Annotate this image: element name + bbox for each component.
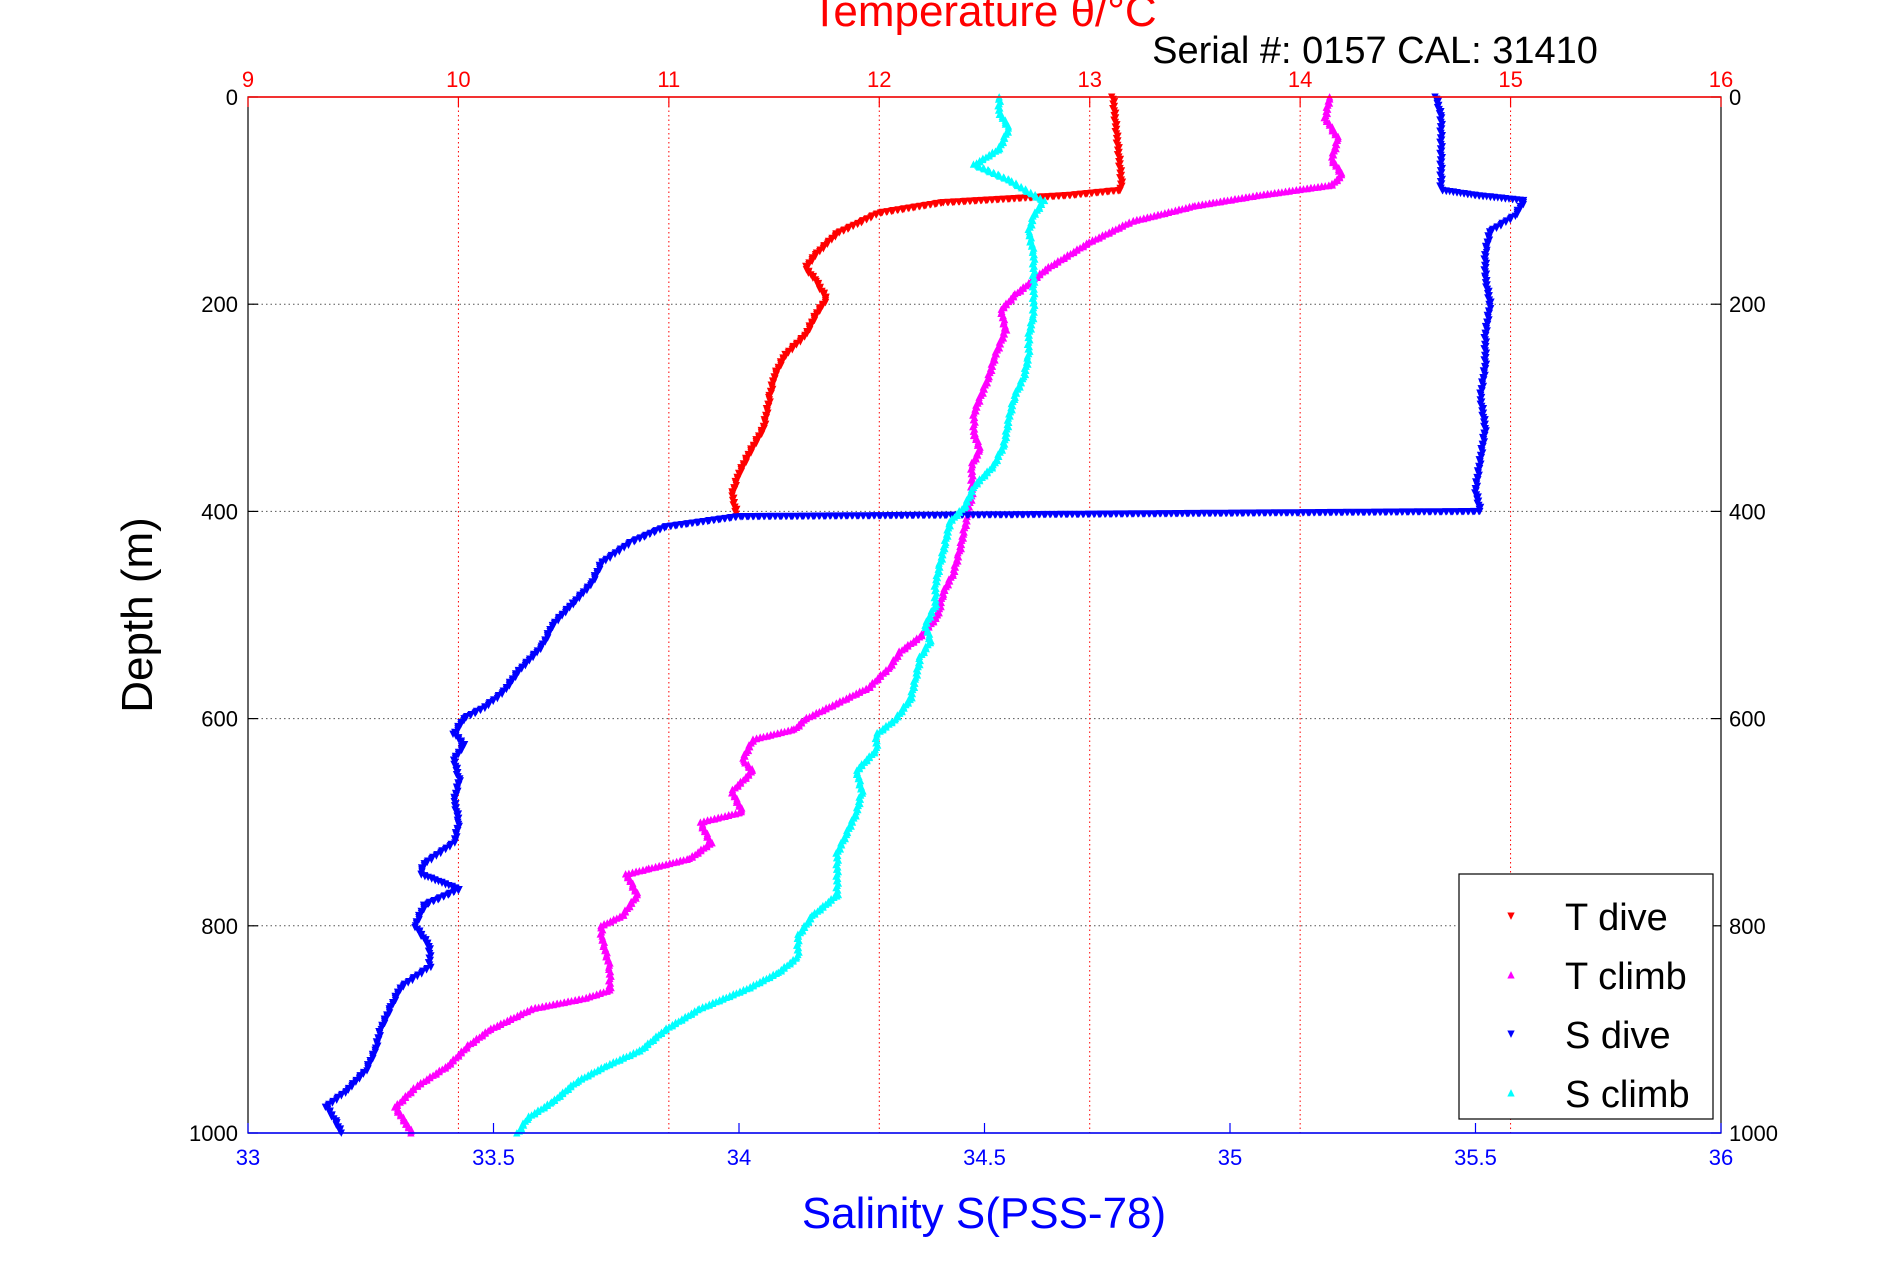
y-tick-label-right-4: 800 xyxy=(1729,914,1766,939)
x-top-tick-label-4: 13 xyxy=(1077,67,1101,92)
legend-label-3: S climb xyxy=(1565,1074,1690,1116)
legend-box xyxy=(1458,873,1714,1120)
x-top-tick-label-2: 11 xyxy=(657,67,680,92)
x-bottom-tick-label-1: 33.5 xyxy=(472,1145,515,1170)
y-tick-label-right-1: 200 xyxy=(1729,292,1766,317)
axes: 0 0 200 200 400 400 600 600 800 800 1000 1000 9 10 11 1… xyxy=(189,67,1778,1170)
chart-title: Temperature θ/°C xyxy=(811,0,1156,36)
y-tick-label-left-1: 200 xyxy=(201,292,238,317)
legend-label-1: T climb xyxy=(1565,956,1687,998)
x-bottom-tick-label-3: 34.5 xyxy=(963,1145,1006,1170)
y-tick-label-left-5: 1000 xyxy=(189,1121,238,1146)
series-t-climb xyxy=(391,93,1346,1137)
chart-subtitle: Serial #: 0157 CAL: 31410 xyxy=(1152,30,1598,72)
series-markers-1 xyxy=(391,93,1346,1137)
x-top-tick-label-6: 15 xyxy=(1498,67,1522,92)
legend: T dive T climb S dive S climb xyxy=(1458,873,1714,1120)
legend-marker-3 xyxy=(1507,1089,1515,1097)
x-bottom-tick-label-0: 33 xyxy=(236,1145,260,1170)
legend-label-0: T dive xyxy=(1565,897,1668,939)
y-tick-label-right-5: 1000 xyxy=(1729,1121,1778,1146)
y-tick-label-left-0: 0 xyxy=(226,85,238,110)
x-bottom-tick-label-2: 34 xyxy=(727,1145,751,1170)
x-top-tick-label-1: 10 xyxy=(446,67,470,92)
x-top-tick-label-0: 9 xyxy=(242,67,254,92)
y-tick-label-left-3: 600 xyxy=(201,707,238,732)
y-tick-label-right-2: 400 xyxy=(1729,499,1766,524)
y-tick-label-right-3: 600 xyxy=(1729,707,1766,732)
legend-marker-2 xyxy=(1507,1030,1515,1038)
legend-marker-0 xyxy=(1507,912,1515,920)
y-axis-label: Depth (m) xyxy=(113,517,162,713)
y-tick-label-left-2: 400 xyxy=(201,499,238,524)
y-tick-label-right-0: 0 xyxy=(1729,85,1741,110)
x-top-tick-label-5: 14 xyxy=(1288,67,1312,92)
x-bottom-tick-label-6: 36 xyxy=(1709,1145,1733,1170)
x-bottom-tick-label-5: 35.5 xyxy=(1454,1145,1497,1170)
x-top-tick-label-3: 12 xyxy=(867,67,891,92)
legend-label-2: S dive xyxy=(1565,1015,1671,1057)
x-bottom-tick-label-4: 35 xyxy=(1218,1145,1242,1170)
x-axis-label: Salinity S(PSS-78) xyxy=(802,1189,1166,1238)
x-top-tick-label-7: 16 xyxy=(1709,67,1733,92)
legend-marker-1 xyxy=(1507,971,1515,979)
y-tick-label-left-4: 800 xyxy=(201,914,238,939)
